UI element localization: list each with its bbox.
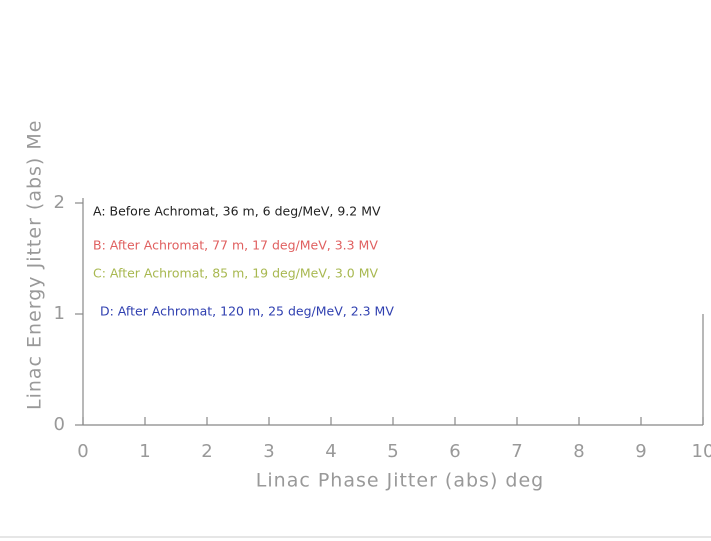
y-axis-label: Linac Energy Jitter (abs) Me [24, 120, 46, 410]
legend-entry: C: After Achromat, 85 m, 19 deg/MeV, 3.0… [93, 266, 378, 281]
x-tick-label: 2 [201, 441, 212, 462]
x-tick-label: 9 [635, 441, 646, 462]
x-tick-label: 0 [77, 441, 88, 462]
x-tick-label: 8 [573, 441, 584, 462]
y-tick-label: 2 [54, 192, 65, 213]
legend-entry: D: After Achromat, 120 m, 25 deg/MeV, 2.… [100, 304, 394, 319]
y-tick-label: 1 [54, 303, 65, 324]
x-tick-label: 10 [692, 441, 711, 462]
x-axis-label: Linac Phase Jitter (abs) deg [256, 470, 544, 492]
x-tick-label: 5 [387, 441, 398, 462]
x-tick-label: 4 [325, 441, 336, 462]
x-tick-label: 7 [511, 441, 522, 462]
y-tick-label: 0 [54, 414, 65, 435]
legend-entry: B: After Achromat, 77 m, 17 deg/MeV, 3.3… [93, 238, 378, 253]
legend-entry: A: Before Achromat, 36 m, 6 deg/MeV, 9.2… [93, 204, 381, 219]
x-tick-label: 1 [139, 441, 150, 462]
x-tick-label: 6 [449, 441, 460, 462]
x-tick-label: 3 [263, 441, 274, 462]
